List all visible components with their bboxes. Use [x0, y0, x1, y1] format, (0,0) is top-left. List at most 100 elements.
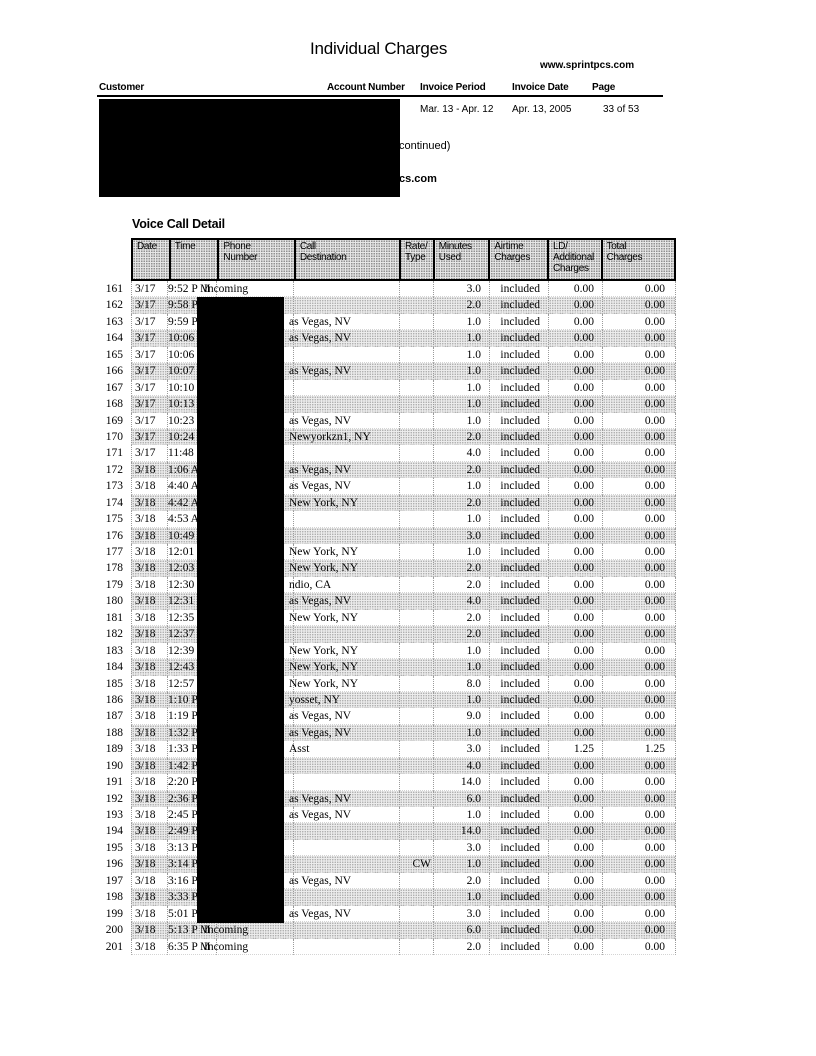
row-number: 192: [105, 792, 123, 805]
cell-destination: Newyorkzn1, NY: [289, 428, 399, 446]
cell-total_charges: 0.00: [602, 494, 676, 512]
cell-date: 3/18: [131, 872, 167, 890]
cell-ld_additional_charges: 0.00: [548, 724, 602, 742]
cell-minutes_used: 2.0: [433, 297, 489, 314]
cell-airtime_charges: included: [489, 593, 548, 610]
cell-rate_type: [399, 609, 433, 627]
cell-total_charges: 0.00: [602, 823, 676, 840]
cell-destination: [293, 626, 399, 643]
cell-date: 3/18: [131, 790, 167, 807]
invoice-date-value: Apr. 13, 2005: [512, 104, 572, 115]
cell-total_charges: 0.00: [602, 527, 676, 544]
cell-minutes_used: 4.0: [433, 593, 489, 610]
cell-rate_type: [399, 922, 433, 939]
cell-destination: New York, NY: [289, 544, 399, 561]
cell-date: 3/18: [131, 708, 167, 725]
cell-ld_additional_charges: 0.00: [548, 363, 602, 380]
cell-destination: [293, 511, 399, 528]
cell-total_charges: 0.00: [602, 461, 676, 479]
cell-time: 6:35 P M: [167, 938, 216, 955]
cell-destination: [293, 856, 399, 873]
cell-rate_type: [399, 642, 433, 660]
row-number: 171: [105, 447, 123, 460]
cell-destination: as Vegas, NV: [289, 478, 399, 495]
cell-rate_type: [399, 659, 433, 676]
cell-date: 3/18: [131, 478, 167, 495]
cell-minutes_used: 1.0: [433, 412, 489, 429]
cell-rate_type: [399, 626, 433, 643]
table-row: 167 3/17 10:10 P M 1.0 included 0.00 0.00: [95, 379, 676, 397]
cell-minutes_used: 9.0: [433, 708, 489, 725]
table-row: 170 3/17 10:24 P M Newyorkzn1, NY 2.0 include…: [95, 428, 676, 446]
cell-minutes_used: 3.0: [433, 741, 489, 758]
cell-destination: [293, 938, 399, 955]
cell-rate_type: [399, 428, 433, 446]
cell-date: 3/18: [131, 889, 167, 906]
row-number: 162: [105, 299, 123, 312]
cell-rate_type: [399, 363, 433, 380]
cell-destination: Asst: [289, 741, 399, 758]
row-number: 182: [105, 628, 123, 641]
cell-total_charges: 0.00: [602, 938, 676, 955]
cell-total_charges: 0.00: [602, 724, 676, 742]
redaction-customer-info: [99, 99, 400, 197]
row-number: 161: [105, 283, 123, 295]
page-value: 33 of 53: [603, 104, 640, 115]
column-header-tot: Total Charges: [600, 240, 674, 279]
cell-airtime_charges: included: [489, 757, 548, 775]
cell-ld_additional_charges: 0.00: [548, 938, 602, 955]
cell-airtime_charges: included: [489, 445, 548, 462]
cell-minutes_used: 2.0: [433, 938, 489, 955]
row-number: 173: [105, 480, 123, 493]
invoice-date-label: Invoice Date: [512, 82, 569, 93]
cell-minutes_used: 1.0: [433, 313, 489, 331]
table-header-row: Date Time Phone Number Call Destination Rate/T…: [131, 238, 676, 281]
cell-destination: as Vegas, NV: [289, 790, 399, 807]
cell-total_charges: 0.00: [602, 790, 676, 807]
cell-rate_type: [399, 379, 433, 397]
cell-minutes_used: 1.0: [433, 889, 489, 906]
cell-airtime_charges: included: [489, 313, 548, 331]
cell-airtime_charges: included: [489, 839, 548, 857]
column-header-air: Airtime Charges: [488, 240, 547, 279]
cell-minutes_used: 1.0: [433, 544, 489, 561]
cell-total_charges: 1.25: [602, 741, 676, 758]
row-number: 166: [105, 365, 123, 378]
cell-airtime_charges: included: [489, 281, 548, 298]
row-number: 164: [105, 332, 123, 345]
cell-rate_type: [399, 560, 433, 577]
cell-date: 3/17: [131, 379, 167, 397]
cell-destination: New York, NY: [289, 560, 399, 577]
cell-ld_additional_charges: 0.00: [548, 905, 602, 923]
cell-total_charges: 0.00: [602, 872, 676, 890]
cell-airtime_charges: included: [489, 428, 548, 446]
cell-airtime_charges: included: [489, 297, 548, 314]
cell-airtime_charges: included: [489, 807, 548, 824]
cell-destination: New York, NY: [289, 609, 399, 627]
cell-date: 3/17: [131, 330, 167, 347]
cell-destination: [293, 281, 399, 298]
row-number: 189: [105, 743, 123, 756]
table-row: 181 3/18 12:35 P M New York, NY 2.0 included 0…: [95, 609, 676, 627]
cell-minutes_used: 1.0: [433, 642, 489, 660]
cell-ld_additional_charges: 0.00: [548, 774, 602, 791]
cell-ld_additional_charges: 0.00: [548, 609, 602, 627]
cell-total_charges: 0.00: [602, 905, 676, 923]
cell-ld_additional_charges: 0.00: [548, 839, 602, 857]
cell-rate_type: [399, 741, 433, 758]
row-number: 184: [105, 661, 123, 674]
cell-minutes_used: 14.0: [433, 823, 489, 840]
cell-phone: Incoming: [204, 281, 293, 298]
cell-date: 3/18: [131, 659, 167, 676]
row-number: 196: [105, 858, 123, 871]
table-row: 201 3/18 6:35 P M Incoming 2.0 included 0.00 0.…: [95, 938, 676, 955]
table-row: 183 3/18 12:39 P M New York, NY 1.0 included 0…: [95, 642, 676, 660]
cell-time: 9:52 P M: [167, 281, 216, 298]
cell-total_charges: 0.00: [602, 576, 676, 594]
cell-destination: as Vegas, NV: [289, 330, 399, 347]
cell-airtime_charges: included: [489, 511, 548, 528]
cell-destination: as Vegas, NV: [289, 593, 399, 610]
